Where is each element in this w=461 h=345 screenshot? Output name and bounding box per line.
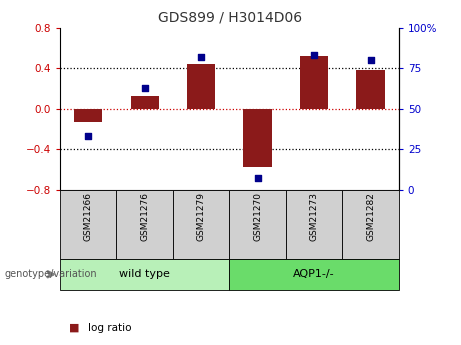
Text: wild type: wild type	[119, 269, 170, 279]
Point	[310, 52, 318, 58]
FancyBboxPatch shape	[60, 190, 116, 259]
Text: GSM21270: GSM21270	[253, 192, 262, 241]
Point	[254, 176, 261, 181]
Text: ■: ■	[69, 323, 80, 333]
Bar	[74, 109, 102, 122]
Text: GSM21276: GSM21276	[140, 192, 149, 241]
Text: GSM21273: GSM21273	[309, 192, 319, 241]
FancyBboxPatch shape	[229, 190, 286, 259]
Point	[84, 134, 92, 139]
Point	[141, 85, 148, 90]
Text: GSM21282: GSM21282	[366, 192, 375, 241]
Bar	[243, 109, 272, 167]
Point	[197, 54, 205, 60]
FancyBboxPatch shape	[286, 190, 342, 259]
FancyBboxPatch shape	[173, 190, 229, 259]
FancyBboxPatch shape	[116, 190, 173, 259]
FancyBboxPatch shape	[229, 259, 399, 290]
Text: GSM21279: GSM21279	[196, 192, 206, 241]
Text: genotype/variation: genotype/variation	[5, 269, 97, 279]
Text: GSM21266: GSM21266	[83, 192, 93, 241]
Text: GDS899 / H3014D06: GDS899 / H3014D06	[159, 10, 302, 24]
Bar	[130, 96, 159, 109]
FancyBboxPatch shape	[342, 190, 399, 259]
Bar	[187, 64, 215, 109]
Bar	[356, 70, 384, 109]
Point	[367, 57, 374, 63]
Text: AQP1-/-: AQP1-/-	[293, 269, 335, 279]
Bar	[300, 56, 328, 109]
FancyBboxPatch shape	[60, 259, 229, 290]
Text: log ratio: log ratio	[88, 323, 131, 333]
